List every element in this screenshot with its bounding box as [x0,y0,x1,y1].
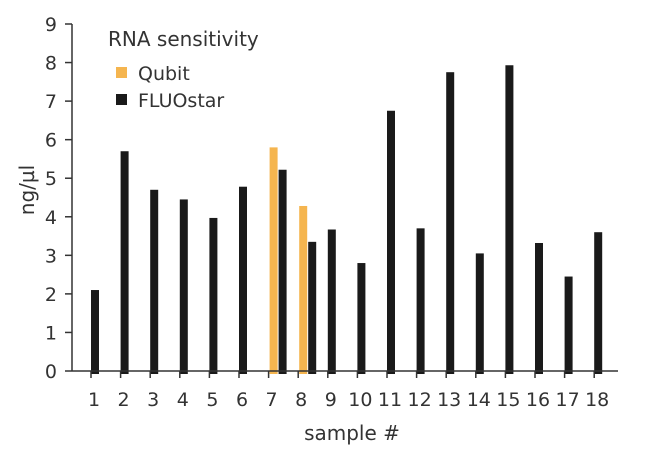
x-tick-label: 10 [348,389,372,411]
bar-fluostar-sample-5 [209,217,218,374]
x-tick-label: 6 [236,389,248,411]
x-tick-label: 13 [437,389,461,411]
chart-title: RNA sensitivity [108,27,259,51]
y-tick-label: 9 [45,14,57,36]
bar-qubit-sample-8 [299,205,308,374]
legend-swatch-qubit [116,67,127,78]
x-tick-label: 15 [496,389,520,411]
bar-fluostar-sample-8 [308,241,317,374]
x-tick-label: 17 [556,389,580,411]
x-tick-label: 8 [295,389,307,411]
x-tick-label: 9 [325,389,337,411]
y-tick-label: 2 [45,284,57,306]
x-tick-label: 4 [177,389,189,411]
y-tick-label: 5 [45,168,57,190]
y-tick-label: 8 [45,53,57,75]
bar-fluostar-sample-6 [239,186,247,374]
bar-fluostar-sample-3 [150,189,159,374]
bar-fluostar-sample-1 [91,290,99,374]
bars [91,65,603,374]
bar-fluostar-sample-9 [327,229,336,374]
y-tick-label: 7 [45,91,57,113]
x-tick-label: 12 [408,389,432,411]
legend-label-fluostar: FLUOstar [138,90,224,112]
x-tick-label: 1 [88,389,100,411]
y-tick-label: 3 [45,245,57,267]
y-tick-label: 0 [45,361,57,383]
x-tick-label: 11 [378,389,402,411]
bar-fluostar-sample-18 [594,232,603,374]
bar-fluostar-sample-7 [278,169,287,374]
bar-fluostar-sample-2 [120,151,129,374]
x-tick-label: 3 [147,389,159,411]
y-axis-ticks: 0 1 2 3 4 5 6 7 8 9 [45,14,72,383]
bar-fluostar-sample-13 [446,72,455,374]
bar-fluostar-sample-11 [387,110,395,374]
x-tick-label: 5 [206,389,218,411]
x-tick-label: 14 [467,389,491,411]
bar-fluostar-sample-14 [475,253,484,374]
x-tick-label: 16 [526,389,550,411]
bar-fluostar-sample-4 [179,199,188,374]
bar-fluostar-sample-15 [505,65,514,374]
bar-fluostar-sample-17 [564,276,573,374]
x-tick-label: 18 [585,389,609,411]
y-tick-label: 4 [45,207,57,229]
y-tick-label: 1 [45,322,57,344]
bar-qubit-sample-7 [269,147,278,374]
y-axis-label: ng/µl [15,165,39,215]
x-tick-label: 7 [266,389,278,411]
legend-swatch-fluostar [116,94,127,105]
x-tick-label: 2 [118,389,130,411]
x-axis-label: sample # [304,421,400,445]
bar-fluostar-sample-10 [357,263,366,374]
x-axis-ticks: 1 2 3 4 5 6 7 8 9 10 11 12 13 14 15 16 17 18 [88,371,609,411]
bar-fluostar-sample-12 [416,228,425,374]
y-tick-label: 6 [45,130,57,152]
bar-fluostar-sample-16 [535,242,543,374]
legend-label-qubit: Qubit [138,63,190,85]
